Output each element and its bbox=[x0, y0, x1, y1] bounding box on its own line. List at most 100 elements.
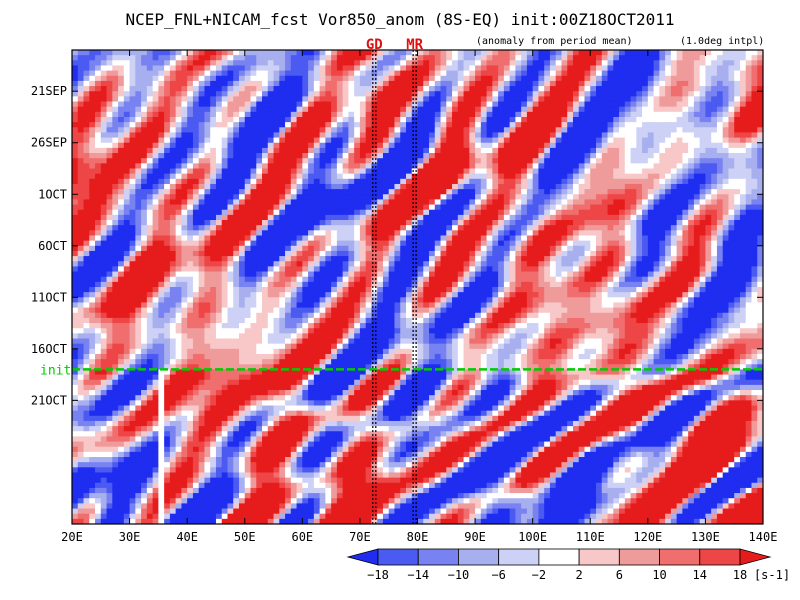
field-cell bbox=[308, 245, 315, 252]
field-cell bbox=[129, 209, 136, 216]
field-cell bbox=[238, 230, 246, 237]
field-cell bbox=[682, 50, 689, 56]
field-cell bbox=[348, 235, 355, 242]
field-cell bbox=[601, 91, 609, 97]
field-cell bbox=[526, 189, 534, 195]
field-cell bbox=[273, 132, 280, 139]
field-cell bbox=[653, 147, 660, 154]
field-cell bbox=[405, 240, 413, 247]
field-cell bbox=[417, 91, 424, 97]
field-cell bbox=[728, 250, 735, 257]
field-cell bbox=[515, 132, 522, 139]
field-cell bbox=[181, 50, 188, 56]
field-cell bbox=[642, 230, 649, 237]
field-cell bbox=[429, 50, 436, 56]
field-cell bbox=[388, 55, 396, 61]
field-cell bbox=[647, 80, 655, 87]
field-cell bbox=[308, 194, 315, 201]
field-cell bbox=[336, 240, 344, 247]
field-cell bbox=[325, 75, 332, 82]
field-cell bbox=[394, 96, 401, 103]
field-cell bbox=[342, 137, 349, 144]
field-cell bbox=[106, 199, 113, 206]
field-cell bbox=[336, 137, 344, 144]
field-cell bbox=[699, 65, 707, 72]
field-cell bbox=[106, 168, 113, 175]
field-cell bbox=[181, 70, 188, 77]
field-cell bbox=[256, 127, 263, 134]
field-cell bbox=[100, 189, 108, 195]
field-cell bbox=[601, 168, 609, 175]
field-cell bbox=[152, 183, 159, 190]
field-cell bbox=[475, 168, 482, 175]
field-cell bbox=[250, 220, 257, 226]
field-cell bbox=[682, 199, 689, 206]
field-cell bbox=[492, 75, 499, 82]
field-cell bbox=[215, 230, 223, 237]
field-cell bbox=[123, 101, 131, 108]
field-cell bbox=[89, 235, 96, 242]
field-cell bbox=[411, 153, 419, 159]
field-cell bbox=[498, 80, 505, 87]
field-cell bbox=[377, 55, 384, 61]
field-cell bbox=[596, 122, 603, 128]
field-cell bbox=[492, 70, 499, 77]
field-cell bbox=[233, 55, 240, 61]
field-cell bbox=[348, 178, 355, 185]
field-cell bbox=[313, 132, 321, 139]
field-cell bbox=[503, 111, 511, 118]
field-cell bbox=[440, 173, 447, 180]
field-cell bbox=[227, 70, 234, 77]
field-cell bbox=[446, 225, 453, 231]
field-cell bbox=[112, 80, 119, 87]
field-cell bbox=[296, 189, 303, 195]
field-cell bbox=[204, 168, 211, 175]
field-cell bbox=[192, 220, 200, 226]
field-cell bbox=[146, 250, 154, 257]
field-cell bbox=[711, 220, 718, 226]
field-cell bbox=[515, 163, 522, 170]
field-cell bbox=[227, 199, 234, 206]
field-cell bbox=[371, 173, 378, 180]
field-cell bbox=[446, 127, 453, 134]
field-cell bbox=[210, 214, 217, 221]
field-cell bbox=[175, 147, 183, 154]
field-cell bbox=[688, 209, 695, 216]
field-cell bbox=[382, 235, 390, 242]
field-cell bbox=[417, 55, 424, 61]
field-cell bbox=[256, 199, 263, 206]
field-cell bbox=[596, 158, 603, 164]
field-cell bbox=[319, 189, 326, 195]
field-cell bbox=[388, 204, 396, 211]
field-cell bbox=[135, 147, 142, 154]
field-cell bbox=[423, 220, 430, 226]
field-cell bbox=[665, 225, 672, 231]
field-cell bbox=[325, 256, 332, 262]
field-cell bbox=[141, 220, 148, 226]
field-cell bbox=[693, 111, 701, 118]
field-cell bbox=[215, 101, 223, 108]
field-cell bbox=[521, 158, 528, 164]
field-cell bbox=[319, 250, 326, 257]
field-cell bbox=[480, 50, 488, 56]
field-cell bbox=[572, 50, 580, 56]
field-cell bbox=[365, 101, 373, 108]
field-cell bbox=[676, 199, 683, 206]
field-cell bbox=[146, 214, 154, 221]
field-cell bbox=[440, 256, 447, 262]
field-cell bbox=[716, 158, 724, 164]
field-cell bbox=[313, 86, 321, 92]
field-cell bbox=[624, 132, 632, 139]
field-cell bbox=[619, 91, 626, 97]
field-cell bbox=[722, 106, 730, 113]
field-cell bbox=[515, 86, 522, 92]
field-cell bbox=[215, 80, 223, 87]
field-cell bbox=[613, 86, 620, 92]
field-cell bbox=[187, 245, 194, 252]
field-cell bbox=[377, 132, 384, 139]
field-cell bbox=[221, 235, 229, 242]
field-cell bbox=[647, 209, 655, 216]
field-cell bbox=[123, 55, 131, 61]
field-cell bbox=[382, 127, 390, 134]
field-cell bbox=[745, 178, 753, 185]
